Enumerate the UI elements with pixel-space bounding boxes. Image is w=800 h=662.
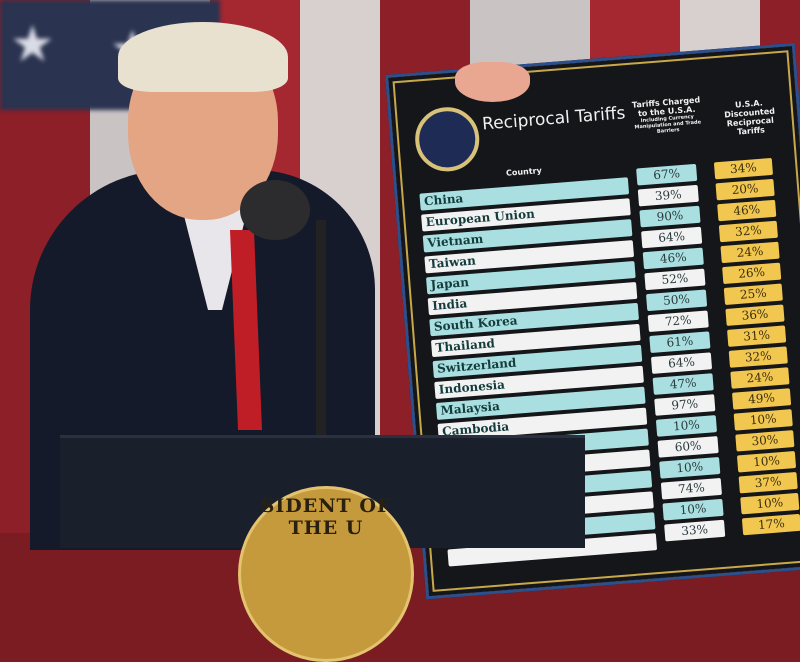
charged-cell: 39% — [637, 184, 699, 207]
podium: SIDENT OF THE U — [60, 435, 585, 662]
discounted-cell: 32% — [718, 220, 778, 243]
discounted-cell: 32% — [728, 346, 788, 368]
discounted-cell: 30% — [735, 430, 795, 452]
microphone-stand — [316, 220, 326, 435]
charged-cell: 52% — [644, 268, 706, 291]
podium-seal-text: SIDENT OF THE U — [260, 495, 392, 539]
speaker-hair — [118, 22, 288, 92]
charged-cell: 97% — [654, 394, 716, 416]
discounted-cell: 17% — [741, 513, 800, 536]
charged-cell: 50% — [646, 289, 708, 312]
charged-cell: 10% — [662, 498, 724, 521]
charged-cell: 61% — [649, 331, 711, 354]
discounted-cell: 10% — [736, 451, 797, 473]
charged-cell: 72% — [647, 310, 709, 333]
discounted-cell: 36% — [725, 304, 785, 326]
discounted-cell: 24% — [720, 241, 780, 264]
discounted-cell: 10% — [740, 492, 800, 515]
charged-cell: 33% — [664, 519, 726, 542]
header-country: Country — [505, 166, 543, 178]
podium-seal: SIDENT OF THE U — [238, 486, 414, 662]
charged-cell: 10% — [659, 456, 721, 479]
charged-cell: 67% — [636, 163, 698, 186]
charged-cell: 64% — [650, 352, 713, 374]
star-icon: ★ — [10, 15, 55, 73]
discounted-cell: 24% — [730, 367, 790, 389]
microphone-icon — [240, 180, 310, 240]
discounted-cell: 34% — [713, 157, 774, 180]
charged-cell: 46% — [642, 247, 704, 270]
charged-cell: 47% — [652, 373, 714, 395]
header-discounted: U.S.A. Discounted Reciprocal Tariffs — [723, 98, 776, 137]
presidential-seal-icon — [412, 104, 482, 174]
discounted-cell: 20% — [715, 178, 775, 201]
discounted-cell: 10% — [733, 409, 793, 431]
discounted-cell: 25% — [723, 283, 783, 306]
board-title: Reciprocal Tariffs — [481, 103, 627, 135]
discounted-cell: 26% — [722, 262, 782, 285]
discounted-cell: 31% — [727, 325, 787, 347]
discounted-cell: 49% — [732, 388, 792, 410]
charged-cell: 74% — [660, 477, 722, 500]
charged-cell: 60% — [657, 436, 719, 458]
discounted-cell: 46% — [717, 199, 777, 222]
charged-cell: 64% — [641, 226, 703, 249]
charged-cell: 10% — [655, 415, 718, 437]
discounted-cell: 37% — [738, 471, 798, 494]
hand-holding-board — [455, 62, 530, 102]
charged-cell: 90% — [639, 205, 701, 228]
header-charged: Tariffs Charged to the U.S.A. Including C… — [631, 95, 704, 136]
